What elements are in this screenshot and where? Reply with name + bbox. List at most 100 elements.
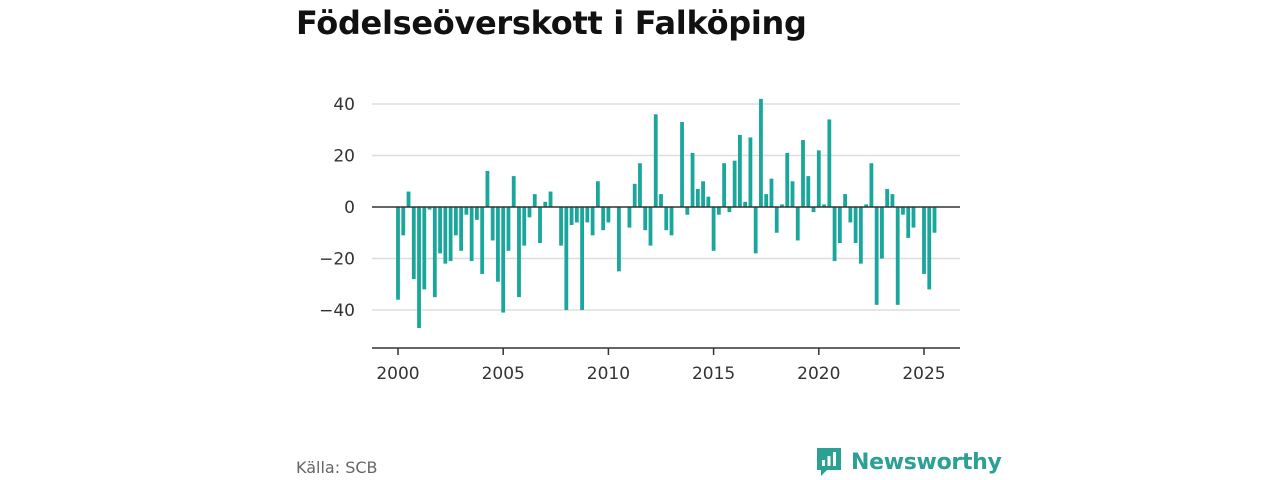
bar bbox=[643, 207, 648, 231]
bar bbox=[690, 152, 695, 207]
bar bbox=[569, 207, 574, 226]
axes bbox=[372, 206, 960, 355]
bar bbox=[895, 207, 900, 305]
bar bbox=[858, 207, 863, 264]
bar bbox=[632, 183, 637, 207]
page-title: Födelseöverskott i Falköping bbox=[296, 4, 807, 42]
x-tick-label: 2000 bbox=[376, 364, 419, 384]
bar bbox=[459, 207, 464, 251]
bar bbox=[543, 201, 548, 207]
bar bbox=[927, 207, 932, 290]
x-tick-label: 2020 bbox=[797, 364, 840, 384]
bar bbox=[527, 207, 532, 218]
bar bbox=[669, 207, 674, 236]
y-tick-label: 0 bbox=[344, 198, 355, 218]
bar bbox=[532, 194, 537, 208]
brand-logo[interactable]: Newsworthy bbox=[815, 446, 1002, 478]
bars bbox=[396, 98, 937, 329]
bar bbox=[517, 207, 521, 298]
bar bbox=[711, 207, 716, 251]
bar bbox=[906, 207, 911, 238]
bar bbox=[759, 98, 763, 207]
x-tick-label: 2010 bbox=[587, 364, 630, 384]
bar bbox=[837, 207, 842, 244]
y-tick-label: −40 bbox=[319, 301, 355, 321]
bar bbox=[501, 207, 506, 313]
bar bbox=[764, 194, 769, 208]
bar bbox=[406, 191, 411, 207]
bar bbox=[659, 194, 663, 208]
bar bbox=[738, 134, 742, 207]
bar bbox=[653, 114, 658, 207]
bar bbox=[748, 137, 753, 207]
bar bbox=[417, 207, 421, 329]
bar bbox=[806, 176, 811, 207]
brand-name: Newsworthy bbox=[851, 449, 1002, 475]
bar bbox=[780, 204, 784, 207]
bar bbox=[422, 207, 427, 290]
bar bbox=[590, 207, 595, 236]
bar bbox=[795, 207, 800, 241]
bar bbox=[843, 194, 847, 208]
bar bbox=[922, 207, 926, 274]
bar bbox=[890, 194, 895, 208]
bar bbox=[685, 207, 690, 215]
bar bbox=[511, 176, 516, 207]
bar bbox=[716, 207, 721, 215]
bar bbox=[574, 207, 579, 223]
bar bbox=[706, 196, 711, 207]
bar bbox=[627, 207, 632, 228]
bar bbox=[811, 207, 816, 213]
bar bbox=[411, 207, 416, 280]
bar bbox=[785, 152, 790, 207]
x-tick-label: 2015 bbox=[692, 364, 735, 384]
bar bbox=[601, 207, 606, 231]
bar bbox=[538, 207, 542, 244]
bar bbox=[585, 207, 590, 223]
bar bbox=[869, 163, 874, 207]
bar bbox=[932, 207, 937, 233]
bar bbox=[911, 207, 916, 228]
bar bbox=[606, 207, 611, 223]
bar bbox=[722, 163, 727, 207]
bar bbox=[790, 181, 795, 207]
bar bbox=[469, 207, 474, 262]
bar bbox=[864, 204, 869, 207]
bar bbox=[548, 191, 553, 207]
bar bbox=[559, 207, 563, 246]
bar bbox=[743, 201, 748, 207]
bar bbox=[648, 207, 653, 246]
bar bbox=[427, 207, 432, 210]
bar bbox=[448, 207, 453, 262]
bar bbox=[848, 207, 853, 223]
bar bbox=[769, 178, 774, 207]
bar bbox=[490, 207, 495, 241]
newsworthy-logo-icon bbox=[817, 448, 841, 476]
bar bbox=[774, 207, 779, 233]
bar bbox=[827, 119, 832, 207]
bar bbox=[401, 207, 406, 236]
source-note: Källa: SCB bbox=[296, 458, 378, 477]
bar bbox=[880, 207, 884, 259]
bar bbox=[732, 160, 737, 207]
bar bbox=[832, 207, 837, 262]
x-tick-label: 2025 bbox=[902, 364, 945, 384]
bar bbox=[664, 207, 669, 231]
bar bbox=[432, 207, 437, 298]
x-tick-labels: 2000 2005 2010 2015 2020 2025 bbox=[376, 364, 945, 384]
bar bbox=[695, 188, 700, 207]
bar bbox=[680, 122, 684, 207]
bar bbox=[496, 207, 500, 282]
y-tick-label: −20 bbox=[319, 250, 355, 270]
bar bbox=[853, 207, 858, 244]
bar bbox=[638, 163, 642, 207]
bar bbox=[874, 207, 879, 305]
y-tick-labels: 40 20 0 −20 −40 bbox=[319, 95, 355, 321]
bar bbox=[580, 207, 584, 310]
bar bbox=[753, 207, 758, 254]
bar bbox=[727, 207, 732, 213]
bar bbox=[816, 150, 821, 207]
bar bbox=[475, 207, 479, 220]
bar bbox=[801, 140, 805, 207]
bar bbox=[480, 207, 485, 274]
